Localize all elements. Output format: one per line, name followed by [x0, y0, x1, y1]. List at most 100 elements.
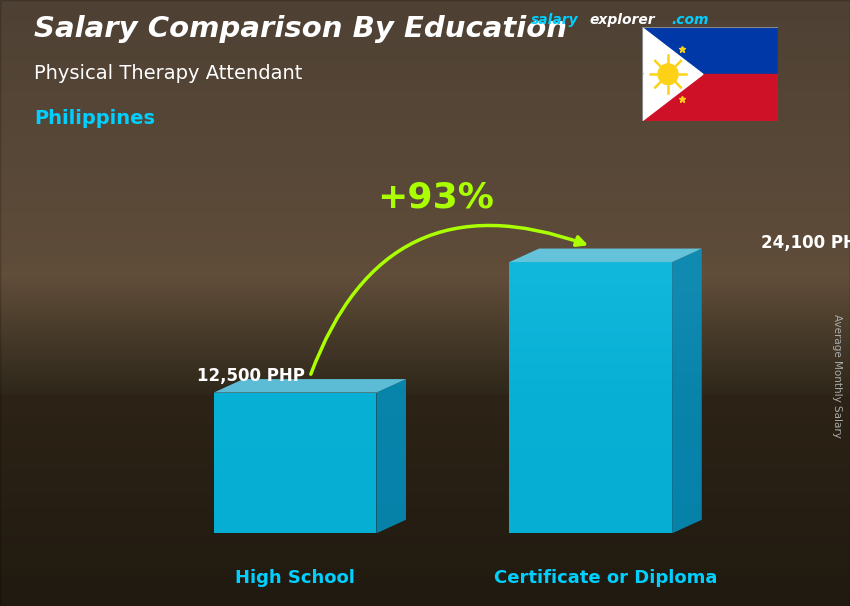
Bar [0, 76, 850, 79]
Bar [0, 67, 850, 70]
Bar [0, 242, 850, 245]
Text: Certificate or Diploma: Certificate or Diploma [494, 569, 717, 587]
Bar [0, 342, 850, 345]
Bar [642, 27, 778, 75]
Text: explorer: explorer [589, 13, 654, 27]
Bar [0, 82, 850, 85]
Bar [0, 476, 850, 479]
Bar [0, 561, 850, 564]
Bar [0, 409, 850, 412]
Bar [0, 39, 850, 42]
Bar [0, 312, 850, 315]
Bar [0, 315, 850, 318]
Bar [0, 203, 850, 206]
Bar [0, 124, 850, 127]
Bar [0, 488, 850, 491]
Bar [0, 448, 850, 451]
Bar [0, 394, 850, 397]
Bar [0, 100, 850, 103]
Bar [0, 270, 850, 273]
Bar [0, 215, 850, 218]
Bar [0, 6, 850, 9]
Bar [0, 458, 850, 461]
Bar [0, 548, 850, 551]
Bar [0, 333, 850, 336]
Bar [0, 306, 850, 309]
Bar [0, 445, 850, 448]
Bar [0, 97, 850, 100]
Bar [0, 454, 850, 458]
Bar [642, 75, 778, 121]
Bar [0, 85, 850, 88]
Bar [0, 161, 850, 164]
Bar [0, 182, 850, 185]
Bar [0, 230, 850, 233]
Bar [0, 500, 850, 503]
Bar [0, 224, 850, 227]
Bar [0, 42, 850, 45]
Bar [0, 55, 850, 58]
Bar [0, 515, 850, 518]
Bar [0, 88, 850, 91]
Bar [0, 3, 850, 6]
Bar [0, 351, 850, 355]
Text: .com: .com [672, 13, 709, 27]
Bar [0, 530, 850, 533]
Bar [0, 45, 850, 48]
Bar [0, 339, 850, 342]
Bar [0, 52, 850, 55]
Bar [0, 127, 850, 130]
Text: High School: High School [235, 569, 355, 587]
Bar [0, 303, 850, 306]
Bar [0, 521, 850, 524]
Text: Physical Therapy Attendant: Physical Therapy Attendant [34, 64, 303, 82]
Bar [0, 467, 850, 470]
Bar [0, 233, 850, 236]
Bar [0, 18, 850, 21]
Bar [0, 542, 850, 545]
Bar [0, 133, 850, 136]
Bar [0, 370, 850, 373]
Bar [0, 345, 850, 348]
Bar [0, 585, 850, 588]
Bar [0, 367, 850, 370]
Bar [0, 36, 850, 39]
Bar [0, 415, 850, 418]
Bar [0, 536, 850, 539]
Bar [0, 103, 850, 106]
Bar [0, 227, 850, 230]
Bar [0, 209, 850, 212]
Bar [0, 245, 850, 248]
Bar [0, 579, 850, 582]
Bar [0, 318, 850, 321]
Bar [0, 545, 850, 548]
Bar [0, 61, 850, 64]
Bar [0, 348, 850, 351]
Bar [0, 297, 850, 300]
Bar [0, 324, 850, 327]
Polygon shape [642, 27, 703, 121]
Bar [0, 336, 850, 339]
Bar [0, 267, 850, 270]
Bar [0, 24, 850, 27]
Bar [0, 600, 850, 603]
Bar [0, 285, 850, 288]
Bar [0, 12, 850, 15]
Polygon shape [509, 262, 672, 533]
Bar [0, 221, 850, 224]
Bar [0, 470, 850, 473]
Bar [0, 191, 850, 194]
Bar [0, 148, 850, 152]
Bar [0, 327, 850, 330]
Bar [0, 0, 850, 3]
Bar [0, 424, 850, 427]
Text: 24,100 PHP: 24,100 PHP [761, 234, 850, 252]
Bar [0, 212, 850, 215]
Bar [0, 551, 850, 554]
Bar [0, 279, 850, 282]
Bar [0, 554, 850, 558]
Bar [0, 373, 850, 376]
Bar [0, 539, 850, 542]
Bar [0, 136, 850, 139]
Bar [0, 9, 850, 12]
